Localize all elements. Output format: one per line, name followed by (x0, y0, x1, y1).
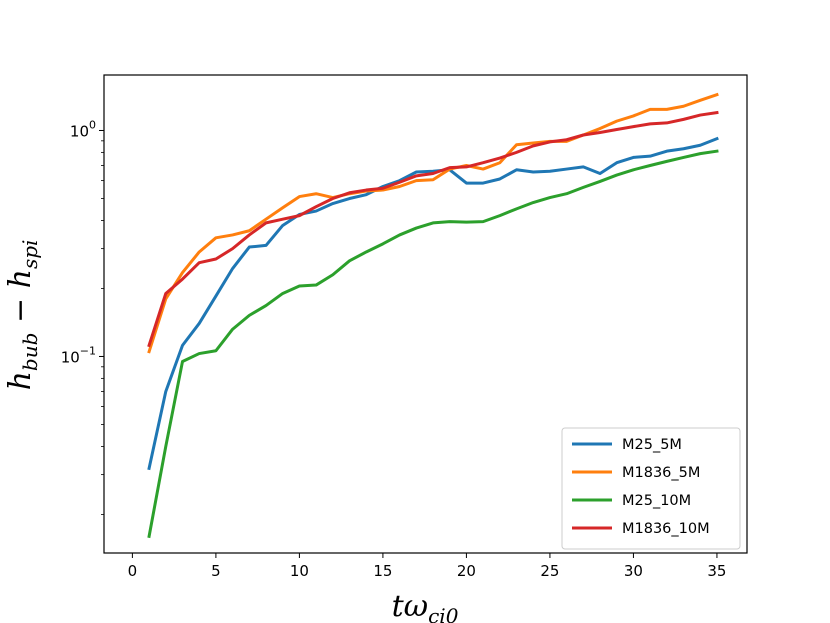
legend: M25_5M M1836_5M M25_10M M1836_10M (561, 427, 741, 550)
series-line-m1836-5m (147, 92, 719, 354)
legend-label-m25-5m: M25_5M (622, 437, 682, 453)
x-tick-label: 25 (540, 562, 559, 580)
axes-frame (103, 74, 748, 554)
legend-box (561, 427, 741, 550)
lines-layer (147, 92, 719, 539)
x-tick-label: 15 (373, 562, 392, 580)
x-tick-label: 30 (624, 562, 643, 580)
series-line-m1836-10m (147, 110, 719, 348)
legend-label-m25-10m: M25_10M (622, 493, 691, 509)
x-axis-label: tωci0 (392, 589, 459, 623)
legend-label-m1836-10m: M1836_10M (622, 521, 710, 537)
y-tick-label: 10−1 (61, 344, 96, 366)
x-tick-label: 0 (128, 562, 138, 580)
series-line-m25-10m (147, 149, 719, 539)
x-tick-label: 5 (211, 562, 221, 580)
legend-label-m1836-5m: M1836_5M (622, 465, 700, 481)
y-tick-label: 100 (70, 118, 96, 140)
ticks-layer: 0 5 10 15 20 25 30 35 10−1 100 (61, 118, 727, 580)
x-tick-label: 10 (290, 562, 309, 580)
y-axis-label: hbub − hspi (3, 240, 42, 391)
x-tick-label: 20 (457, 562, 476, 580)
series-line-m25-5m (147, 136, 719, 471)
x-tick-label: 35 (707, 562, 726, 580)
